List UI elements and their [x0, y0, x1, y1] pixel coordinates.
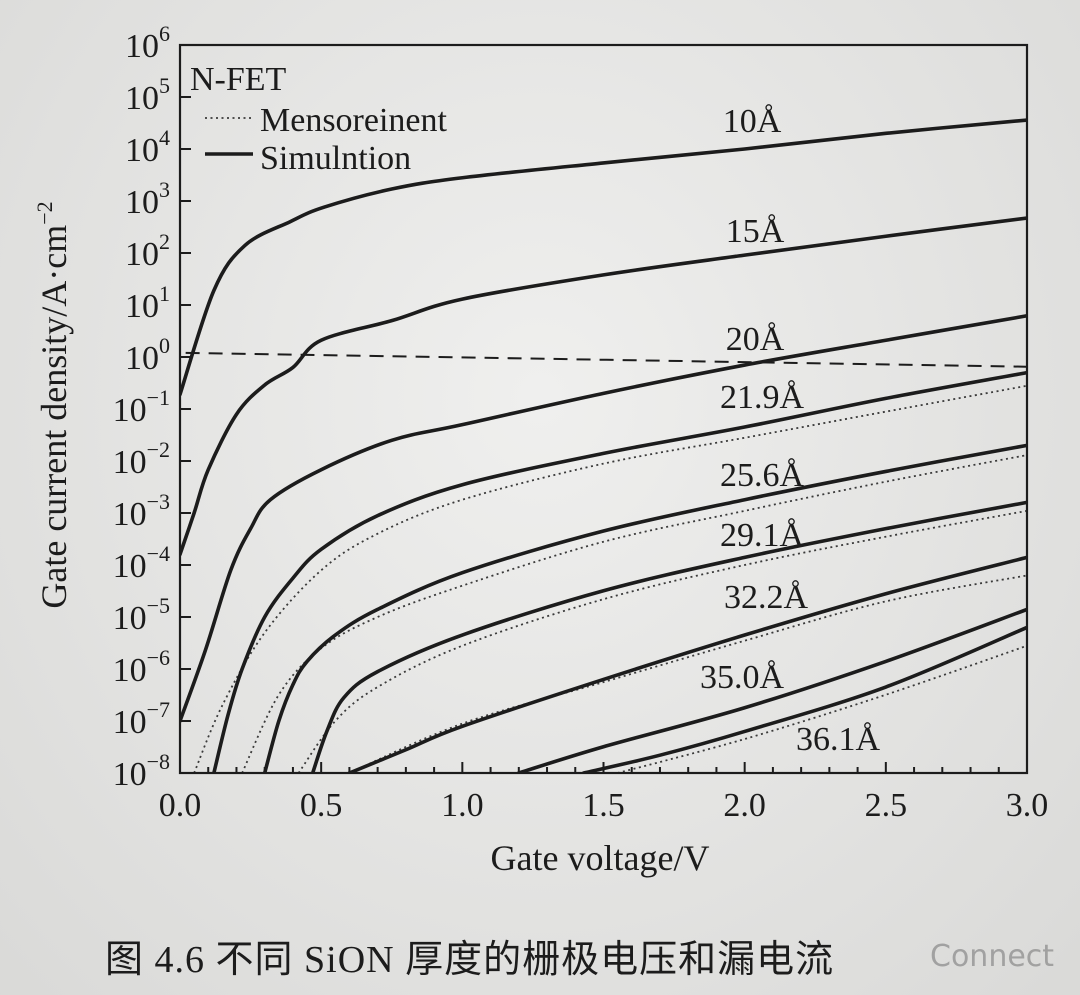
axis-tick-labels: 0.0 0.5 1.0 1.5 2.0 2.5 3.01061051041031021011…: [113, 21, 1049, 824]
thickness-label: 32.2Å: [724, 579, 809, 616]
thickness-labels: 10Å 15Å 20Å 21.9Å 25.6Å 29.1Å 32.2Å 35.0Å 36.1Å: [700, 103, 881, 758]
y-axis-label: Gate current density/A·cm−2: [32, 201, 74, 608]
thickness-label: 29.1Å: [720, 517, 805, 554]
y-tick-label: 106: [125, 21, 170, 65]
y-tick-exponent: 5: [159, 73, 170, 98]
measurement-curve: [617, 645, 1026, 772]
y-tick-label: 10−8: [113, 749, 170, 793]
thickness-label: 10Å: [723, 103, 782, 140]
simulation-curve: [347, 555, 1026, 772]
y-tick-base: 10: [113, 704, 147, 741]
y-tick-exponent: −7: [147, 697, 170, 722]
y-tick-label: 10−3: [113, 489, 170, 533]
y-tick-base: 10: [125, 184, 159, 221]
y-tick-exponent: −6: [147, 645, 170, 670]
y-tick-base: 10: [125, 132, 159, 169]
x-tick-label: 0.5: [300, 787, 343, 824]
y-tick-exponent: 6: [159, 21, 170, 46]
simulation-curve: [582, 625, 1026, 772]
reference-line-dashed: [185, 351, 1026, 368]
legend-title: N-FET: [190, 61, 287, 98]
y-tick-exponent: 1: [159, 281, 170, 306]
measurement-curve: [298, 510, 1026, 772]
y-tick-base: 10: [125, 288, 159, 325]
y-tick-label: 10−6: [113, 645, 170, 689]
simulation-curve: [517, 607, 1026, 772]
simulation-curve: [181, 314, 1026, 723]
legend: N-FET Mensoreinent Simulntion: [190, 61, 448, 177]
simulation-curve: [181, 118, 1026, 396]
y-tick-label: 10−2: [113, 437, 170, 481]
y-tick-label: 104: [125, 125, 170, 169]
y-tick-exponent: −4: [147, 541, 170, 566]
y-tick-label: 10−7: [113, 697, 170, 741]
y-tick-exponent: 4: [159, 125, 170, 150]
x-tick-label: 1.0: [441, 787, 484, 824]
y-tick-exponent: −1: [147, 385, 170, 410]
y-tick-label: 105: [125, 73, 170, 117]
y-tick-exponent: 2: [159, 229, 170, 254]
y-tick-exponent: −3: [147, 489, 170, 514]
y-tick-exponent: 0: [159, 333, 170, 358]
x-tick-label: 2.5: [865, 787, 908, 824]
y-tick-base: 10: [125, 28, 159, 65]
y-tick-label: 10−4: [113, 541, 170, 585]
simulation-curve: [263, 443, 1026, 772]
axis-ticks: [179, 44, 1028, 774]
y-tick-exponent: 3: [159, 177, 170, 202]
y-tick-label: 103: [125, 177, 170, 221]
simulation-curve: [181, 216, 1026, 556]
measurement-curve: [349, 574, 1026, 772]
y-tick-base: 10: [113, 444, 147, 481]
y-tick-label: 10−5: [113, 593, 170, 637]
y-tick-base: 10: [113, 548, 147, 585]
x-tick-label: 0.0: [159, 787, 202, 824]
y-tick-base: 10: [125, 80, 159, 117]
y-tick-base: 10: [113, 652, 147, 689]
thickness-label: 21.9Å: [720, 379, 805, 416]
y-tick-exponent: −8: [147, 749, 170, 774]
plot-curves: [181, 118, 1026, 772]
measurement-curve: [241, 454, 1026, 772]
thickness-label: 25.6Å: [720, 457, 805, 494]
y-axis-label-superscript: −2: [32, 201, 57, 224]
y-tick-base: 10: [113, 496, 147, 533]
legend-measurement-label: Mensoreinent: [260, 102, 448, 139]
y-tick-base: 10: [113, 600, 147, 637]
y-tick-base: 10: [125, 340, 159, 377]
x-tick-label: 1.5: [582, 787, 625, 824]
x-tick-label: 3.0: [1006, 787, 1049, 824]
simulation-curve: [212, 371, 1026, 772]
thickness-label: 36.1Å: [796, 721, 881, 758]
y-tick-label: 10−1: [113, 385, 170, 429]
thickness-label: 15Å: [726, 213, 785, 250]
y-tick-base: 10: [113, 756, 147, 793]
x-axis-label: Gate voltage/V: [491, 838, 710, 878]
y-tick-exponent: −5: [147, 593, 170, 618]
measurement-curve: [193, 385, 1026, 772]
y-tick-base: 10: [113, 392, 147, 429]
y-tick-label: 100: [125, 333, 170, 377]
x-tick-label: 2.0: [723, 787, 766, 824]
watermark: Connect: [930, 939, 1054, 974]
y-tick-base: 10: [125, 236, 159, 273]
y-tick-label: 101: [125, 281, 170, 325]
y-tick-label: 102: [125, 229, 170, 273]
simulation-curve: [311, 500, 1026, 772]
figure-caption: 图 4.6 不同 SiON 厚度的栅极电压和漏电流: [105, 939, 834, 981]
y-tick-exponent: −2: [147, 437, 170, 462]
thickness-label: 35.0Å: [700, 659, 785, 696]
legend-simulation-label: Simulntion: [260, 140, 411, 177]
thickness-label: 20Å: [726, 321, 785, 358]
y-axis-label-text: Gate current density/A·cm: [34, 225, 74, 609]
